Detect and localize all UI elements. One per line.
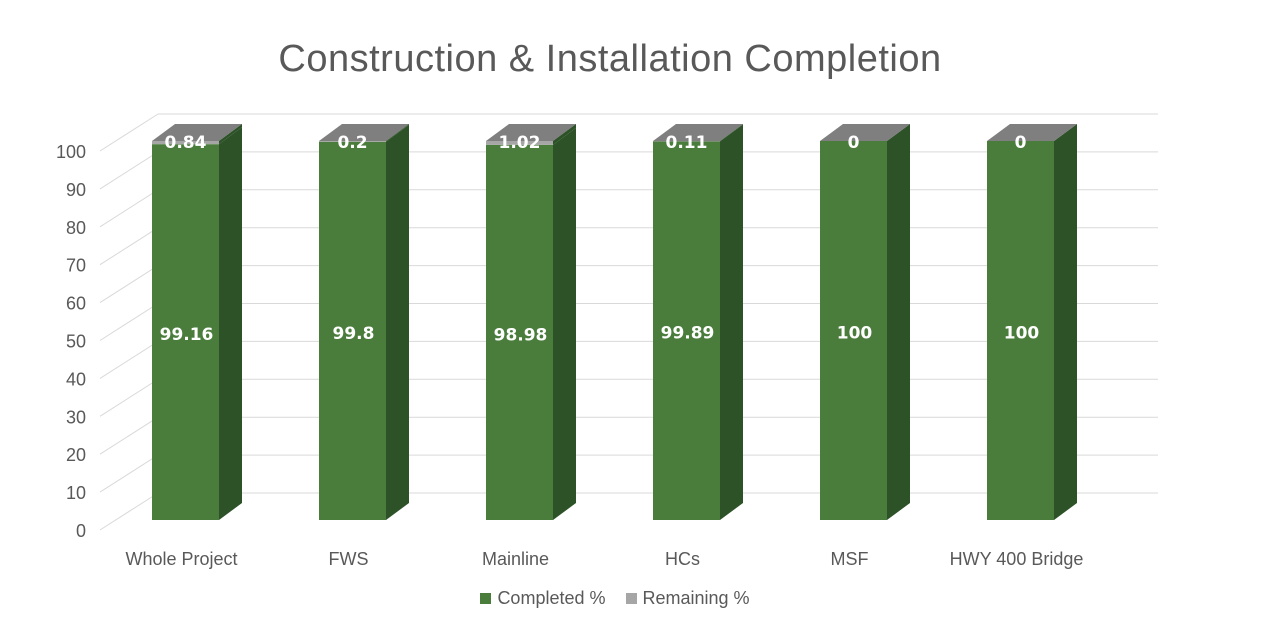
legend-swatch-remaining — [625, 593, 637, 604]
bar-completed — [486, 144, 553, 521]
bar-remaining — [653, 141, 720, 142]
x-axis-categories: Whole Project FWS Mainline HCs MSF HWY 400 Br… — [125, 549, 1083, 569]
bar-completed-side — [219, 127, 242, 521]
y-tick-label: 80 — [66, 218, 86, 238]
legend-item-remaining: Remaining % — [625, 588, 750, 609]
legend-item-completed: Completed % — [480, 588, 606, 609]
bar-completed-side — [887, 124, 910, 520]
bar-remaining-side — [720, 124, 743, 142]
data-label-remaining: 0.2 — [337, 133, 367, 153]
y-tick-label: 20 — [66, 445, 86, 465]
bar-remaining — [319, 141, 386, 142]
y-axis-ticks: 0 10 20 30 40 50 60 70 80 90 100 — [56, 142, 86, 541]
data-label-remaining: 1.02 — [499, 133, 541, 153]
y-tick-label: 100 — [56, 142, 86, 162]
y-tick-label: 40 — [66, 369, 86, 389]
x-category-label: HWY 400 Bridge — [950, 549, 1084, 569]
bar-completed — [820, 141, 887, 520]
bar-completed-side — [386, 124, 409, 521]
bar-group: 99.16 0.84 — [152, 124, 242, 521]
legend: Completed % Remaining % — [0, 588, 1230, 609]
data-label-completed: 99.8 — [333, 324, 375, 344]
gridline-diagonal — [99, 378, 159, 417]
bar-completed-side — [720, 124, 743, 520]
y-tick-label: 30 — [66, 407, 86, 427]
gridline-diagonal — [99, 113, 159, 152]
gridline-diagonal — [99, 189, 159, 228]
bar-group: 100 0 — [820, 124, 910, 520]
x-category-label: Whole Project — [125, 549, 237, 569]
y-tick-label: 70 — [66, 256, 86, 276]
data-label-remaining: 0.84 — [165, 133, 207, 153]
bar-completed — [152, 144, 219, 520]
bar-completed-side — [1054, 124, 1077, 520]
y-tick-label: 60 — [66, 294, 86, 314]
bar-remaining-side — [553, 124, 576, 145]
bar-remaining — [486, 141, 553, 145]
data-label-remaining: 0.11 — [666, 133, 708, 153]
chart-title: Construction & Installation Completion — [278, 38, 942, 80]
x-category-label: HCs — [665, 549, 700, 569]
bar-remaining-side — [386, 124, 409, 142]
gridline-diagonal — [99, 492, 159, 531]
gridline-diagonal — [99, 303, 159, 341]
gridline-diagonal — [99, 151, 159, 190]
x-category-label: FWS — [329, 549, 369, 569]
gridline-diagonal — [99, 340, 159, 379]
x-category-label: MSF — [831, 549, 869, 569]
legend-label-remaining: Remaining % — [642, 588, 750, 608]
y-tick-label: 90 — [66, 180, 86, 200]
data-label-completed: 99.89 — [661, 324, 715, 344]
bar-top — [319, 124, 409, 141]
gridline-diagonal — [99, 265, 159, 304]
data-label-completed: 98.98 — [494, 325, 548, 345]
gridline-diagonal — [99, 416, 159, 455]
data-label-completed: 100 — [1004, 324, 1040, 344]
x-category-label: Mainline — [482, 549, 549, 569]
bar-top — [820, 124, 910, 141]
bar-remaining-side — [219, 124, 242, 145]
bar-group: 99.8 0.2 — [319, 124, 409, 521]
bars: 99.160.8499.80.298.981.0299.890.11100010… — [152, 124, 1077, 521]
legend-label-completed: Completed % — [497, 588, 606, 608]
y-tick-label: 10 — [66, 483, 86, 503]
bar-group: 99.89 0.11 — [653, 124, 743, 520]
data-label-remaining: 0 — [848, 133, 860, 153]
bar-top — [486, 124, 576, 141]
data-label-completed: 100 — [837, 324, 873, 344]
bar-group: 100 0 — [987, 124, 1077, 520]
bar-completed — [987, 141, 1054, 520]
data-label-completed: 99.16 — [160, 325, 214, 345]
bar-top — [152, 124, 242, 141]
y-tick-label: 50 — [66, 332, 86, 352]
y-tick-label: 0 — [76, 521, 86, 541]
bar-completed-side — [553, 127, 576, 521]
bar-remaining — [152, 141, 219, 145]
data-label-remaining: 0 — [1015, 133, 1027, 153]
legend-swatch-completed — [480, 593, 492, 604]
bar-top — [653, 124, 743, 141]
gridline-diagonal — [99, 227, 159, 266]
bar-group: 98.98 1.02 — [486, 124, 576, 521]
bar-completed — [653, 141, 720, 520]
bar-completed — [319, 141, 386, 520]
bar-top — [987, 124, 1077, 141]
gridline-diagonal — [99, 454, 159, 493]
